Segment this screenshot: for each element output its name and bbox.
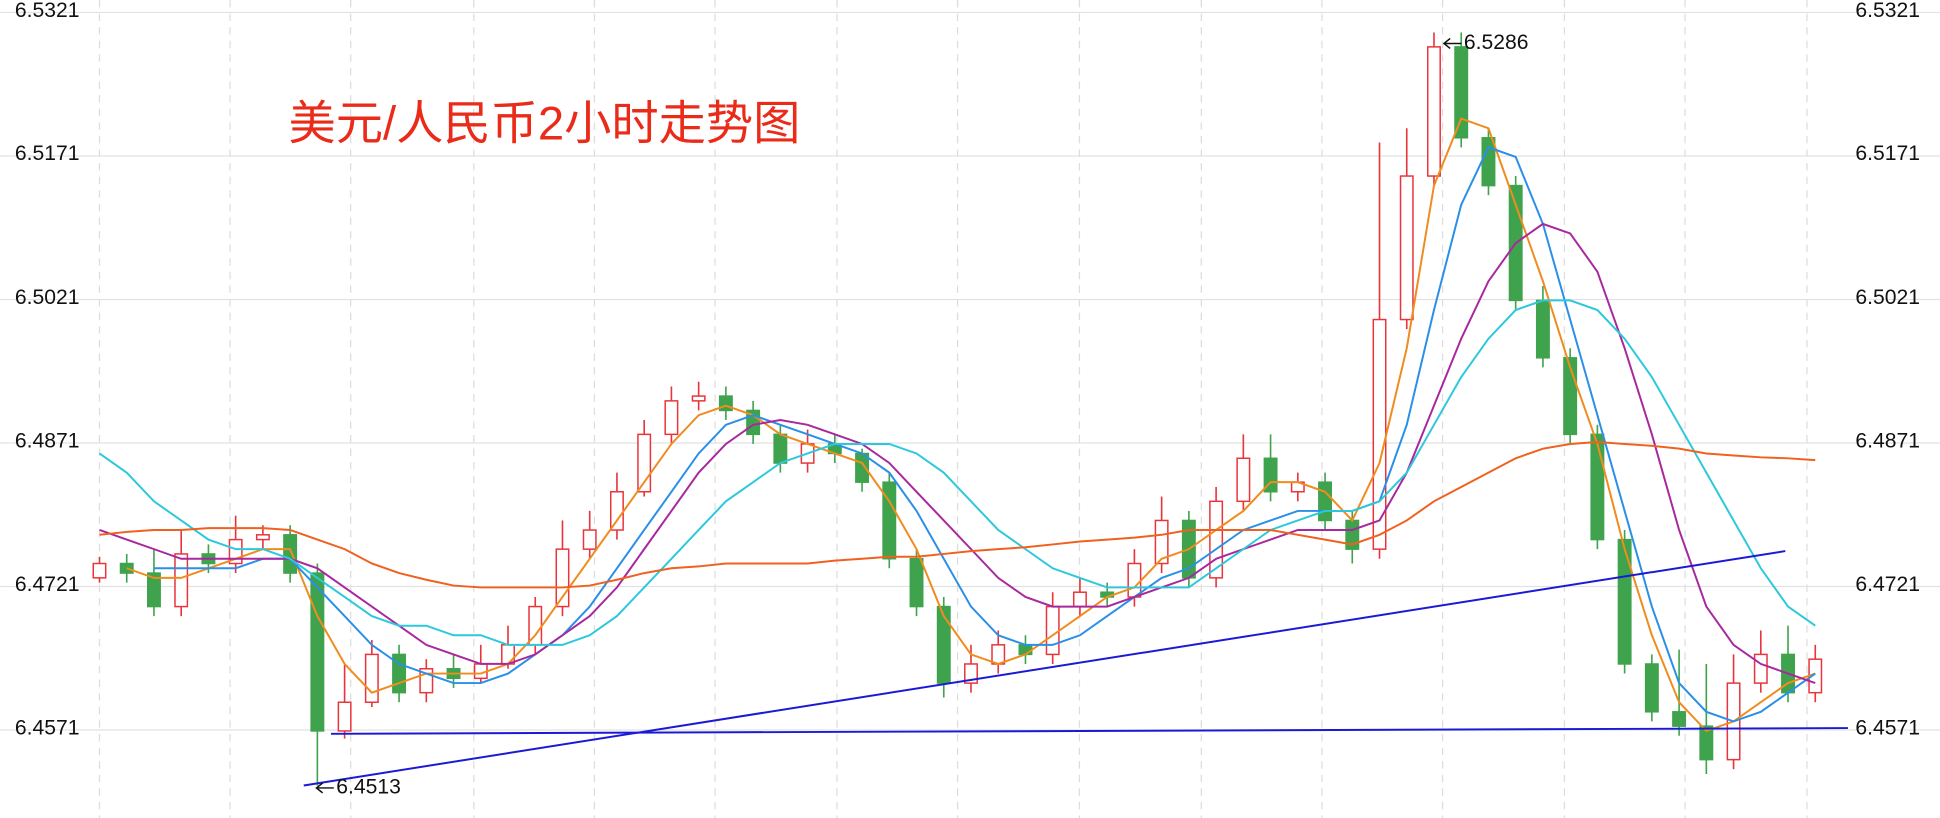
candle-body xyxy=(909,557,924,608)
candle-body xyxy=(582,529,597,550)
moving-average-line xyxy=(99,222,1816,684)
candle-body xyxy=(501,644,515,665)
y-tick-label: 6.5321 xyxy=(15,0,80,22)
candle-body xyxy=(1399,175,1414,321)
y-tick-label-right: 6.5171 xyxy=(1855,142,1920,165)
chart-title: 美元/人民币2小时走势图 xyxy=(289,97,801,150)
moving-average-line xyxy=(98,299,1816,646)
candle-body xyxy=(964,663,978,684)
candle-body xyxy=(691,395,706,402)
candle-body xyxy=(92,562,107,579)
candle-body xyxy=(174,553,189,608)
annotation-label: 6.5286 xyxy=(1464,31,1529,54)
candle-body xyxy=(1127,562,1142,598)
candle-body xyxy=(718,395,733,412)
candle-body xyxy=(1045,605,1060,656)
candle-body xyxy=(1072,591,1087,608)
candle-body xyxy=(1481,137,1496,187)
candle-body xyxy=(146,572,161,608)
y-tick-label: 6.4571 xyxy=(15,716,80,739)
candle-body xyxy=(1617,538,1632,665)
candle-body xyxy=(991,644,1006,665)
annotation-label: 6.4513 xyxy=(336,776,401,799)
y-tick-label-right: 6.4721 xyxy=(1855,573,1920,596)
trend-line xyxy=(303,550,1786,787)
y-tick-label-right: 6.5321 xyxy=(1855,0,1920,22)
candle-body xyxy=(609,491,624,531)
candle-body xyxy=(1590,433,1605,541)
candle-body xyxy=(1427,46,1441,177)
candle-body xyxy=(1318,481,1333,522)
candle-body xyxy=(1644,663,1659,713)
candle-body xyxy=(1154,519,1169,565)
trend-line xyxy=(330,727,1848,735)
candle-body xyxy=(337,701,352,732)
candle-body xyxy=(882,481,897,560)
candle-body xyxy=(364,653,379,703)
candle-body xyxy=(1753,653,1768,684)
y-tick-label: 6.5171 xyxy=(15,142,80,165)
y-tick-label-right: 6.4871 xyxy=(1855,429,1920,452)
candle-body xyxy=(936,605,951,684)
y-tick-label: 6.4721 xyxy=(15,573,80,596)
candle-body xyxy=(1535,299,1550,359)
candle-body xyxy=(773,433,788,464)
y-tick-label-right: 6.4571 xyxy=(1855,716,1920,739)
candle-body xyxy=(1209,500,1224,579)
candle-body xyxy=(1263,457,1278,493)
candle-body xyxy=(1672,711,1687,727)
annotation-arrow xyxy=(315,782,334,794)
candle-body xyxy=(1699,725,1714,761)
candle-body xyxy=(1236,457,1251,503)
candle-body xyxy=(664,400,679,436)
y-tick-label: 6.5021 xyxy=(15,286,80,309)
moving-average-line xyxy=(126,117,1816,733)
candle-body xyxy=(1018,644,1033,656)
moving-average-line xyxy=(99,441,1816,589)
candle-body xyxy=(255,534,270,541)
candle-body xyxy=(1454,46,1469,139)
y-tick-label-right: 6.5021 xyxy=(1855,286,1920,309)
candle-body xyxy=(283,534,298,574)
candle-body xyxy=(310,572,325,732)
y-tick-label: 6.4871 xyxy=(15,429,80,452)
moving-average-line xyxy=(153,146,1816,723)
annotation-arrow xyxy=(1442,37,1462,49)
